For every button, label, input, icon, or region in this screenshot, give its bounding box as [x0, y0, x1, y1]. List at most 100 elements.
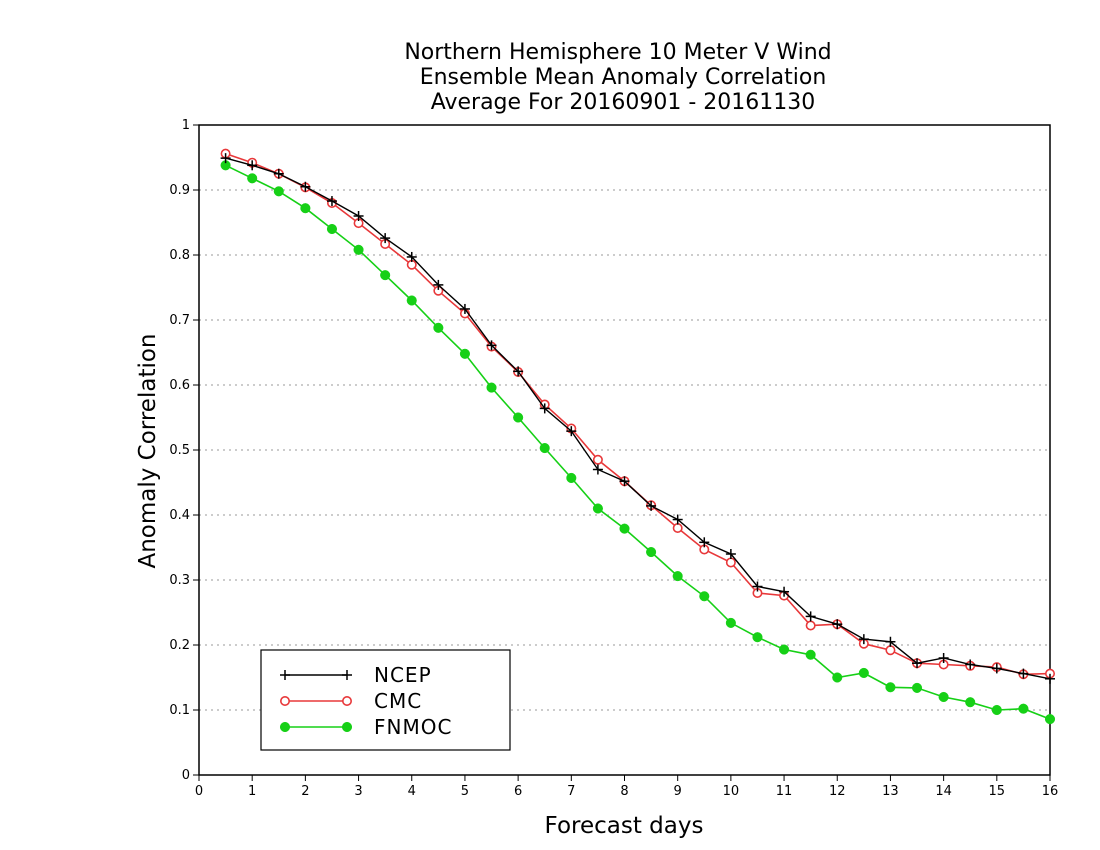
data-point-ncep [672, 514, 683, 525]
y-tick-label: 0.7 [169, 313, 190, 328]
data-point-fnmoc [805, 649, 816, 660]
data-series [220, 148, 1056, 725]
legend-marker-ncep [280, 670, 290, 680]
data-point-ncep [832, 619, 843, 630]
data-point-ncep [433, 279, 444, 290]
data-point-fnmoc [725, 617, 736, 628]
y-tick-label: 0.9 [169, 183, 190, 198]
data-point-fnmoc [433, 322, 444, 333]
data-point-ncep [326, 196, 337, 207]
data-point-fnmoc [938, 691, 949, 703]
data-point-fnmoc [885, 682, 896, 693]
series-line-ncep [225, 157, 1051, 680]
x-tick-label: 16 [1042, 784, 1059, 799]
data-point-fnmoc [965, 697, 976, 708]
y-tick-label: 0 [182, 768, 190, 783]
x-tick-label: 6 [514, 784, 522, 799]
data-point-fnmoc [300, 203, 311, 214]
data-point-ncep [220, 153, 231, 164]
y-tick-label: 1 [182, 118, 190, 133]
data-point-fnmoc [991, 704, 1002, 716]
legend-marker-fnmoc [341, 721, 353, 733]
data-point-ncep [539, 403, 550, 414]
x-tick-label: 4 [408, 784, 416, 799]
data-point-fnmoc [459, 348, 470, 359]
data-point-ncep [247, 160, 258, 171]
series-fnmoc [220, 160, 1056, 725]
legend-label-cmc: CMC [374, 689, 422, 713]
data-point-ncep [300, 181, 311, 192]
x-tick-label: 11 [776, 784, 793, 799]
data-point-cmc [805, 620, 816, 631]
data-point-ncep [725, 549, 736, 559]
x-tick-label: 3 [354, 784, 362, 799]
data-point-ncep [566, 426, 577, 437]
data-point-ncep [1045, 673, 1055, 684]
gridlines [199, 189, 1050, 711]
axes: 00.10.20.30.40.50.60.70.80.910 1 2 3 4 5 6 7 8 9 1… [169, 118, 1058, 799]
y-tick-label: 0.1 [169, 703, 190, 718]
data-point-fnmoc [619, 523, 630, 534]
data-point-cmc [725, 557, 736, 568]
title-line-2: Ensemble Mean Anomaly Correlation [420, 65, 827, 90]
data-point-fnmoc [247, 173, 258, 184]
legend-item-fnmoc: FNMOC [279, 715, 452, 739]
x-tick-label: 10 [723, 784, 740, 799]
data-point-ncep [991, 663, 1002, 674]
x-tick-label: 12 [829, 784, 846, 799]
legend-box [260, 649, 511, 751]
data-point-ncep [486, 340, 497, 351]
data-point-ncep [459, 303, 470, 314]
data-point-ncep [885, 636, 896, 647]
data-point-fnmoc [326, 223, 338, 235]
y-tick-label: 0.4 [169, 508, 190, 523]
x-tick-label: 14 [935, 784, 952, 799]
x-tick-label: 8 [620, 784, 628, 799]
data-point-fnmoc [380, 270, 391, 281]
x-tick-label: 7 [567, 784, 575, 799]
x-tick-label: 15 [989, 784, 1006, 799]
x-tick-label: 0 [195, 784, 203, 799]
legend-label-ncep: NCEP [374, 663, 432, 687]
data-point-fnmoc [752, 632, 763, 643]
data-point-ncep [912, 658, 923, 669]
title-line-3: Average For 20160901 - 20161130 [431, 90, 816, 115]
data-point-fnmoc [486, 382, 497, 393]
data-point-ncep [752, 581, 763, 592]
legend-label-fnmoc: FNMOC [374, 715, 452, 739]
data-point-ncep [805, 611, 816, 622]
data-point-ncep [699, 537, 710, 548]
data-point-fnmoc [832, 672, 843, 683]
data-point-cmc [592, 454, 603, 465]
series-cmc [220, 148, 1056, 680]
y-tick-label: 0.2 [169, 638, 190, 653]
data-point-ncep [646, 500, 657, 511]
legend-item-ncep: NCEP [280, 663, 432, 687]
data-point-ncep [965, 659, 976, 670]
data-point-fnmoc [672, 571, 683, 582]
data-point-fnmoc [858, 667, 869, 679]
x-tick-label: 2 [301, 784, 309, 799]
y-tick-label: 0.6 [169, 378, 190, 393]
y-tick-label: 0.8 [169, 248, 190, 263]
data-point-fnmoc [779, 644, 790, 655]
data-point-fnmoc [566, 472, 577, 484]
data-point-ncep [779, 586, 790, 597]
data-point-ncep [619, 476, 630, 487]
x-axis-title: Forecast days [545, 813, 704, 839]
legend-marker-fnmoc [279, 721, 291, 733]
data-point-fnmoc [273, 186, 284, 197]
data-point-fnmoc [539, 443, 550, 454]
legend-marker-cmc [341, 695, 352, 706]
data-point-fnmoc [1018, 703, 1029, 714]
data-point-ncep [406, 251, 417, 262]
data-point-fnmoc [513, 412, 524, 423]
series-line-cmc [225, 152, 1051, 676]
y-tick-label: 0.5 [169, 443, 190, 458]
series-line-fnmoc [225, 164, 1051, 720]
data-point-ncep [858, 634, 869, 645]
y-tick-label: 0.3 [169, 573, 190, 588]
series-ncep [220, 153, 1055, 684]
